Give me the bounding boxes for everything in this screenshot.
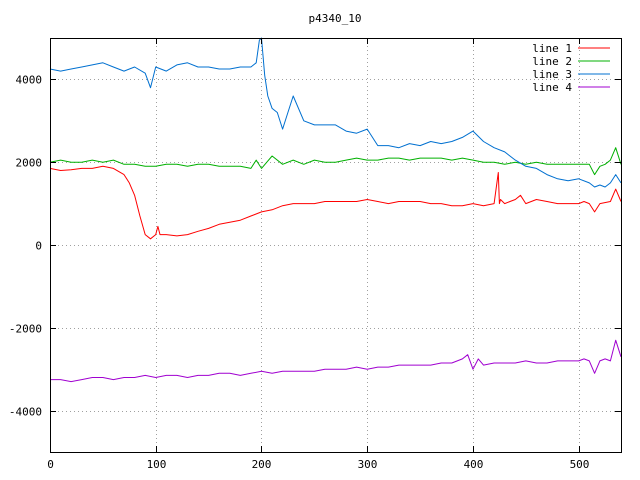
series-line-1 — [49, 165, 622, 240]
y-tick-label: 0 — [35, 240, 42, 253]
x-tick-label: 500 — [570, 458, 590, 471]
x-tick-label: 0 — [47, 458, 54, 471]
series-line-3 — [49, 37, 622, 188]
legend-label-2: line 2 — [532, 55, 572, 68]
y-tick-label: 4000 — [16, 74, 43, 87]
chart-title: p4340_10 — [309, 12, 362, 25]
y-tick-label: -4000 — [9, 406, 42, 419]
x-tick-label: 300 — [358, 458, 378, 471]
y-tick-label: 2000 — [16, 157, 43, 170]
grid-layer — [50, 38, 621, 452]
legend-label-4: line 4 — [532, 81, 572, 94]
x-tick-label: 400 — [464, 458, 484, 471]
x-tick-label: 200 — [252, 458, 272, 471]
series-line-4 — [50, 339, 622, 383]
x-tick-label: 100 — [147, 458, 167, 471]
plot-frame — [50, 38, 622, 453]
series-line-2 — [49, 147, 622, 176]
y-tick-label: -2000 — [9, 323, 42, 336]
tick-layer: 0 100 200 300 400 500 -4000 -2000 0 2000 4000 — [9, 38, 621, 471]
legend-label-1: line 1 — [532, 42, 572, 55]
series-layer — [49, 37, 622, 383]
legend-label-3: line 3 — [532, 68, 572, 81]
